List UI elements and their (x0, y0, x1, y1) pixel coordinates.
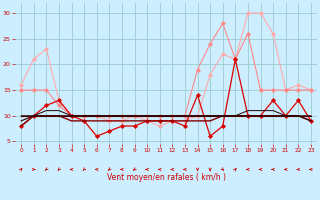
X-axis label: Vent moyen/en rafales ( km/h ): Vent moyen/en rafales ( km/h ) (107, 173, 226, 182)
